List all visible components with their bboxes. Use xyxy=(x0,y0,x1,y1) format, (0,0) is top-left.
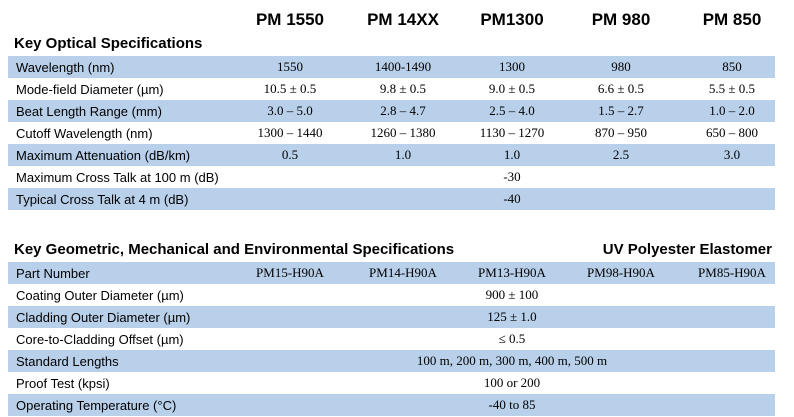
row-label: Operating Temperature (°C) xyxy=(16,397,177,413)
table-cell-span: 100 or 200 xyxy=(483,375,541,390)
table-cell: 6.6 ± 0.5 xyxy=(597,81,645,96)
table-row: Maximum Cross Talk at 100 m (dB) -30 xyxy=(8,166,775,188)
table-row: Mode-field Diameter (µm) 10.5 ± 0.5 9.8 … xyxy=(8,78,775,100)
table-cell: 1.5 – 2.7 xyxy=(598,103,644,118)
table-cell-span: 125 ± 1.0 xyxy=(487,309,537,324)
row-label: Standard Lengths xyxy=(16,353,119,369)
table-row: Coating Outer Diameter (µm) 900 ± 100 xyxy=(8,284,775,306)
table-cell: 10.5 ± 0.5 xyxy=(263,81,317,96)
row-label: Cutoff Wavelength (nm) xyxy=(16,125,153,141)
table-cell: 9.0 ± 0.5 xyxy=(488,81,536,96)
table-cell: 980 xyxy=(611,59,631,74)
column-header-pm850: PM 850 xyxy=(702,10,762,29)
table-cell: PM98-H90A xyxy=(587,265,655,280)
table-cell: PM14-H90A xyxy=(369,265,437,280)
geometric-spec-table: Part Number PM15-H90A PM14-H90A PM13-H90… xyxy=(8,262,775,416)
row-label: Typical Cross Talk at 4 m (dB) xyxy=(16,191,189,207)
table-row: Wavelength (nm) 1550 1400-1490 1300 980 … xyxy=(8,56,775,78)
row-label: Coating Outer Diameter (µm) xyxy=(16,287,184,303)
table-row: Beat Length Range (mm) 3.0 – 5.0 2.8 – 4… xyxy=(8,100,775,122)
table-cell: 2.5 – 4.0 xyxy=(489,103,535,118)
table-cell-span: -30 xyxy=(503,169,521,184)
row-label: Mode-field Diameter (µm) xyxy=(16,81,164,97)
table-cell: 9.8 ± 0.5 xyxy=(379,81,427,96)
coating-type-title: UV Polyester Elastomer xyxy=(602,241,772,258)
table-cell: 2.8 – 4.7 xyxy=(380,103,426,118)
table-cell-span: 900 ± 100 xyxy=(485,287,539,302)
table-cell: 1.0 xyxy=(503,147,521,162)
table-cell-span: 100 m, 200 m, 300 m, 400 m, 500 m xyxy=(416,353,608,368)
table-cell: 1400-1490 xyxy=(374,59,432,74)
table-cell: 1.0 xyxy=(394,147,412,162)
table-row: Part Number PM15-H90A PM14-H90A PM13-H90… xyxy=(8,262,775,284)
table-cell: 5.5 ± 0.5 xyxy=(708,81,756,96)
column-header-pm14xx: PM 14XX xyxy=(367,10,439,29)
column-header-pm1300: PM1300 xyxy=(480,10,544,29)
table-cell: 1130 – 1270 xyxy=(479,125,545,140)
table-cell: 2.5 xyxy=(612,147,630,162)
table-cell: 3.0 – 5.0 xyxy=(267,103,313,118)
table-row: Standard Lengths 100 m, 200 m, 300 m, 40… xyxy=(8,350,775,372)
table-cell: 850 xyxy=(722,59,742,74)
row-label: Beat Length Range (mm) xyxy=(16,103,162,119)
table-cell: 3.0 xyxy=(723,147,741,162)
table-cell-span: ≤ 0.5 xyxy=(498,331,526,346)
table-cell: 1260 – 1380 xyxy=(370,125,436,140)
table-row: Core-to-Cladding Offset (µm) ≤ 0.5 xyxy=(8,328,775,350)
row-label: Maximum Cross Talk at 100 m (dB) xyxy=(16,169,219,185)
table-cell-span: -40 to 85 xyxy=(488,397,536,412)
column-header-pm1550: PM 1550 xyxy=(255,10,325,29)
table-row: Cutoff Wavelength (nm) 1300 – 1440 1260 … xyxy=(8,122,775,144)
row-label: Proof Test (kpsi) xyxy=(16,375,110,391)
geometric-section-title: Key Geometric, Mechanical and Environmen… xyxy=(14,241,455,258)
table-cell: 1550 xyxy=(277,59,303,74)
optical-section-title: Key Optical Specifications xyxy=(14,35,203,52)
table-cell: 0.5 xyxy=(281,147,299,162)
table-row: Maximum Attenuation (dB/km) 0.5 1.0 1.0 … xyxy=(8,144,775,166)
row-label: Part Number xyxy=(16,265,90,281)
row-label: Maximum Attenuation (dB/km) xyxy=(16,147,191,163)
table-cell-span: -40 xyxy=(503,191,521,206)
table-cell: 870 – 950 xyxy=(595,125,647,140)
table-cell: PM85-H90A xyxy=(698,265,766,280)
optical-spec-table: Wavelength (nm) 1550 1400-1490 1300 980 … xyxy=(8,56,775,210)
table-row: Proof Test (kpsi) 100 or 200 xyxy=(8,372,775,394)
table-cell: 650 – 800 xyxy=(706,125,758,140)
column-header-pm980: PM 980 xyxy=(591,10,651,29)
table-cell: PM13-H90A xyxy=(478,265,546,280)
row-label: Wavelength (nm) xyxy=(16,59,115,75)
row-label: Core-to-Cladding Offset (µm) xyxy=(16,331,184,347)
table-cell: 1.0 – 2.0 xyxy=(709,103,755,118)
table-cell: 1300 xyxy=(499,59,525,74)
row-label: Cladding Outer Diameter (µm) xyxy=(16,309,191,325)
table-cell: 1300 – 1440 xyxy=(257,125,323,140)
table-row: Typical Cross Talk at 4 m (dB) -40 xyxy=(8,188,775,210)
table-row: Operating Temperature (°C) -40 to 85 xyxy=(8,394,775,416)
table-cell: PM15-H90A xyxy=(256,265,324,280)
table-row: Cladding Outer Diameter (µm) 125 ± 1.0 xyxy=(8,306,775,328)
